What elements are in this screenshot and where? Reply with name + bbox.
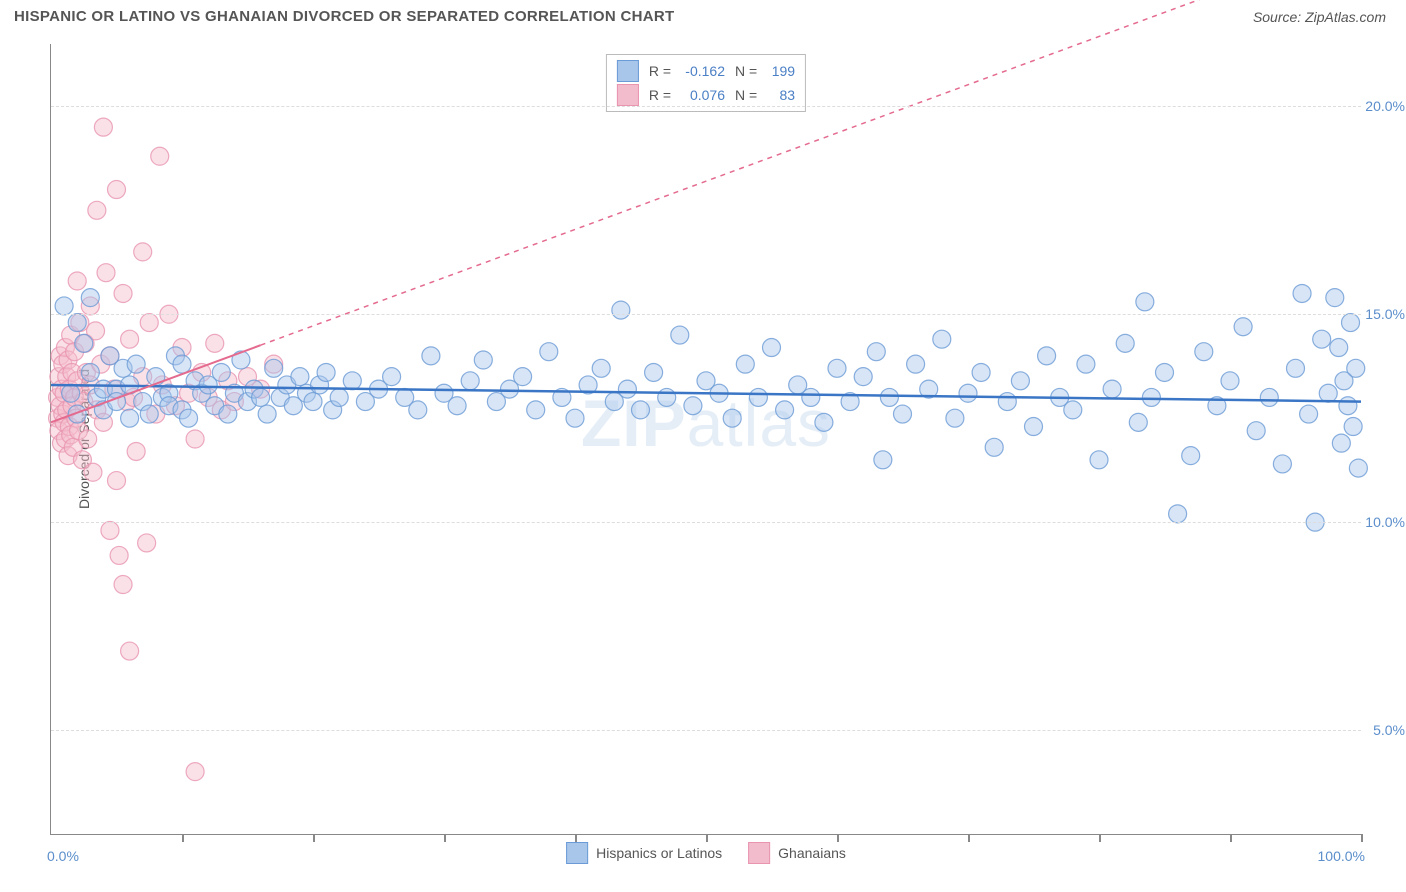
scatter-plot: ZIPatlas 0.0% 100.0% Hispanics or Latino… <box>50 44 1361 835</box>
chart-header: HISPANIC OR LATINO VS GHANAIAN DIVORCED … <box>0 0 1406 29</box>
chart-source: Source: ZipAtlas.com <box>1253 9 1386 25</box>
gridline <box>51 522 1361 523</box>
y-tick-label: 15.0% <box>1365 306 1405 322</box>
y-tick-label: 5.0% <box>1373 722 1405 738</box>
x-axis-min: 0.0% <box>47 848 79 864</box>
chart-svg <box>51 44 1361 834</box>
x-tick <box>1230 834 1232 842</box>
x-tick <box>1361 834 1363 842</box>
legend-item: Ghanaians <box>748 842 846 864</box>
chart-title: HISPANIC OR LATINO VS GHANAIAN DIVORCED … <box>14 8 674 25</box>
legend: Hispanics or Latinos Ghanaians <box>566 842 846 864</box>
stats-legend: R = -0.162 N = 199 R = 0.076 N = 83 <box>606 54 806 112</box>
plot-area: Divorced or Separated ZIPatlas 0.0% 100.… <box>40 44 1390 834</box>
x-tick <box>313 834 315 842</box>
gridline <box>51 314 1361 315</box>
legend-swatch <box>748 842 770 864</box>
x-tick <box>968 834 970 842</box>
x-tick <box>837 834 839 842</box>
y-tick-label: 10.0% <box>1365 514 1405 530</box>
x-tick <box>575 834 577 842</box>
stats-swatch <box>617 60 639 82</box>
legend-label: Ghanaians <box>778 845 846 861</box>
x-tick <box>706 834 708 842</box>
x-tick <box>1099 834 1101 842</box>
stats-row: R = 0.076 N = 83 <box>617 83 795 107</box>
x-tick <box>182 834 184 842</box>
legend-swatch <box>566 842 588 864</box>
stats-swatch <box>617 84 639 106</box>
x-tick <box>444 834 446 842</box>
legend-label: Hispanics or Latinos <box>596 845 722 861</box>
legend-item: Hispanics or Latinos <box>566 842 722 864</box>
stats-row: R = -0.162 N = 199 <box>617 59 795 83</box>
x-axis-max: 100.0% <box>1318 848 1365 864</box>
y-tick-label: 20.0% <box>1365 98 1405 114</box>
gridline <box>51 106 1361 107</box>
gridline <box>51 730 1361 731</box>
